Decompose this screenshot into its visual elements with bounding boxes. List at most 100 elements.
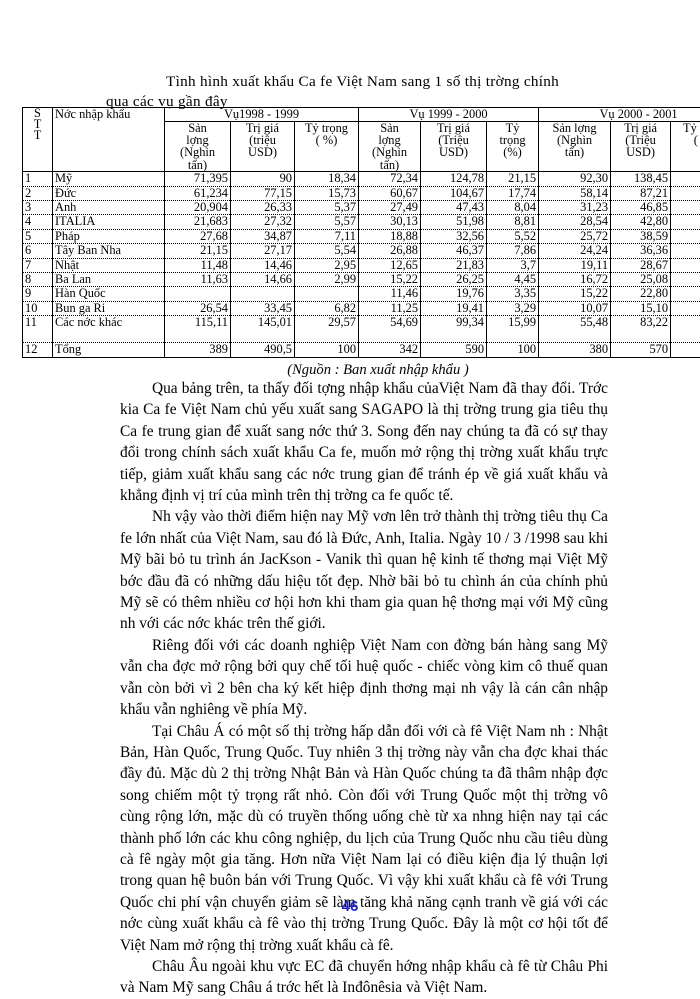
cell-stt: 9	[23, 287, 53, 301]
cell-v98-sl: 11,63	[165, 272, 231, 286]
table-row: 9 Hàn Quốc 11,46 19,76 3,35 15,22 22,80 …	[23, 287, 700, 301]
cell-v98-sl	[165, 287, 231, 301]
export-table-container: S T T Nớc nhập khẩu Vụ1998 - 1999 Vụ 199…	[22, 107, 678, 358]
cell-stt: 8	[23, 272, 53, 286]
cell-v99-sl: 72,34	[359, 172, 421, 186]
cell-v99-sl: 11,46	[359, 287, 421, 301]
cell-v99-tt: 3,29	[487, 301, 539, 315]
cell-stt: 10	[23, 301, 53, 315]
cell-v00-tg: 42,80	[611, 215, 671, 229]
cell-v00-tt: 6,77	[671, 229, 700, 243]
header-sub-8: Tỷ trọng ( %)	[671, 121, 700, 172]
cell-v00-tg: 15,10	[611, 301, 671, 315]
sub-0-l4: tấn)	[167, 159, 228, 171]
cell-v00-sl: 380	[539, 343, 611, 357]
cell-v98-tt: 29,57	[295, 316, 359, 343]
sub-6-l3: tấn)	[541, 146, 608, 158]
cell-v00-sl: 25,72	[539, 229, 611, 243]
table-row: 10 Bun ga Ri 26,54 33,45 6,82 11,25 19,4…	[23, 301, 700, 315]
cell-v99-tg: 21,83	[421, 258, 487, 272]
paragraph-4: Tại Châu Á có một số thị trờng hấp dẫn đ…	[120, 721, 608, 956]
cell-v00-sl: 28,54	[539, 215, 611, 229]
cell-v99-tg: 51,98	[421, 215, 487, 229]
coffee-export-table: S T T Nớc nhập khẩu Vụ1998 - 1999 Vụ 199…	[22, 107, 700, 358]
sub-2-l2: ( %)	[297, 134, 356, 146]
title-line-1: Tình hình xuất khẩu Ca fe Việt Nam sang …	[108, 72, 668, 92]
cell-v00-tg: 87,21	[611, 186, 671, 200]
cell-country: Đức	[53, 186, 165, 200]
cell-country: Anh	[53, 201, 165, 215]
table-group-header-row: S T T Nớc nhập khẩu Vụ1998 - 1999 Vụ 199…	[23, 108, 700, 122]
cell-v99-tt: 3,7	[487, 258, 539, 272]
cell-v99-sl: 30,13	[359, 215, 421, 229]
cell-v98-tg: 77,15	[231, 186, 295, 200]
header-group-2000-2001: Vụ 2000 - 2001	[539, 108, 700, 122]
cell-v98-sl: 20,904	[165, 201, 231, 215]
cell-v99-sl: 18,88	[359, 229, 421, 243]
cell-v00-tg: 28,67	[611, 258, 671, 272]
cell-v98-tt: 5,54	[295, 244, 359, 258]
cell-v00-tg: 36,36	[611, 244, 671, 258]
cell-v98-tg: 34,87	[231, 229, 295, 243]
sub-3-l3: (Nghìn	[361, 146, 418, 158]
cell-v99-sl: 60,67	[359, 186, 421, 200]
table-row: 4 ITALIA 21,683 27,32 5,57 30,13 51,98 8…	[23, 215, 700, 229]
header-stt-l3: T	[25, 130, 50, 141]
cell-v00-tt: 100	[671, 343, 700, 357]
cell-v00-sl: 10,07	[539, 301, 611, 315]
cell-v98-tg: 27,32	[231, 215, 295, 229]
sub-0-l3: (Nghìn	[167, 146, 228, 158]
cell-stt: 5	[23, 229, 53, 243]
cell-v99-tg: 124,78	[421, 172, 487, 186]
cell-v98-tg	[231, 287, 295, 301]
cell-v98-tg: 14,66	[231, 272, 295, 286]
cell-v00-tt: 8,22	[671, 201, 700, 215]
table-row: 1 Mỹ 71,395 90 18,34 72,34 124,78 21,15 …	[23, 172, 700, 186]
page-number: 46	[0, 898, 700, 915]
table-row: 7 Nhật 11,48 14,46 2,95 12,65 21,83 3,7 …	[23, 258, 700, 272]
cell-v00-tt: 7,51	[671, 215, 700, 229]
cell-v98-tg: 27,17	[231, 244, 295, 258]
table-row-total: 12 Tổng 389 490,5 100 342 590 100 380 57…	[23, 343, 700, 357]
header-sub-3: Sản lợng (Nghìn tấn)	[359, 121, 421, 172]
cell-v98-tt: 7,11	[295, 229, 359, 243]
cell-v00-tg: 83,22	[611, 316, 671, 343]
cell-country: Bun ga Ri	[53, 301, 165, 315]
header-sub-2: Tỷ trọng ( %)	[295, 121, 359, 172]
cell-v99-tt: 8,81	[487, 215, 539, 229]
sub-4-l3: USD)	[423, 146, 484, 158]
cell-v98-sl: 115,11	[165, 316, 231, 343]
cell-v98-tt: 15,73	[295, 186, 359, 200]
cell-v00-sl: 16,72	[539, 272, 611, 286]
cell-v98-tt: 6,82	[295, 301, 359, 315]
cell-v98-tt: 18,34	[295, 172, 359, 186]
table-head: S T T Nớc nhập khẩu Vụ1998 - 1999 Vụ 199…	[23, 108, 700, 172]
cell-v00-sl: 15,22	[539, 287, 611, 301]
cell-v99-sl: 27,49	[359, 201, 421, 215]
table-body: 1 Mỹ 71,395 90 18,34 72,34 124,78 21,15 …	[23, 172, 700, 357]
cell-v00-tg: 22,80	[611, 287, 671, 301]
cell-country: Các nớc khác	[53, 316, 165, 343]
cell-v00-tt: 2,65	[671, 301, 700, 315]
header-sub-6: Sản lợng (Nghìn tấn)	[539, 121, 611, 172]
table-row: 3 Anh 20,904 26,33 5,37 27,49 47,43 8,04…	[23, 201, 700, 215]
cell-v00-tg: 138,45	[611, 172, 671, 186]
table-row: 2 Đức 61,234 77,15 15,73 60,67 104,67 17…	[23, 186, 700, 200]
paragraph-1: Qua bảng trên, ta thấy đối tợng nhập khẩ…	[120, 378, 608, 506]
cell-v98-tg: 26,33	[231, 201, 295, 215]
cell-v98-tg: 90	[231, 172, 295, 186]
cell-v98-sl: 61,234	[165, 186, 231, 200]
sub-1-l3: USD)	[233, 146, 292, 158]
cell-v98-sl: 21,15	[165, 244, 231, 258]
cell-v00-tg: 38,59	[611, 229, 671, 243]
cell-v99-tg: 99,34	[421, 316, 487, 343]
cell-v00-sl: 19,11	[539, 258, 611, 272]
cell-v99-sl: 12,65	[359, 258, 421, 272]
cell-v99-tt: 3,35	[487, 287, 539, 301]
table-row: 8 Ba Lan 11,63 14,66 2,99 15,22 26,25 4,…	[23, 272, 700, 286]
cell-v98-tt: 100	[295, 343, 359, 357]
cell-v98-tt: 2,95	[295, 258, 359, 272]
cell-v99-tg: 19,76	[421, 287, 487, 301]
cell-v00-tg: 25,08	[611, 272, 671, 286]
cell-v00-tt: 24,29	[671, 172, 700, 186]
